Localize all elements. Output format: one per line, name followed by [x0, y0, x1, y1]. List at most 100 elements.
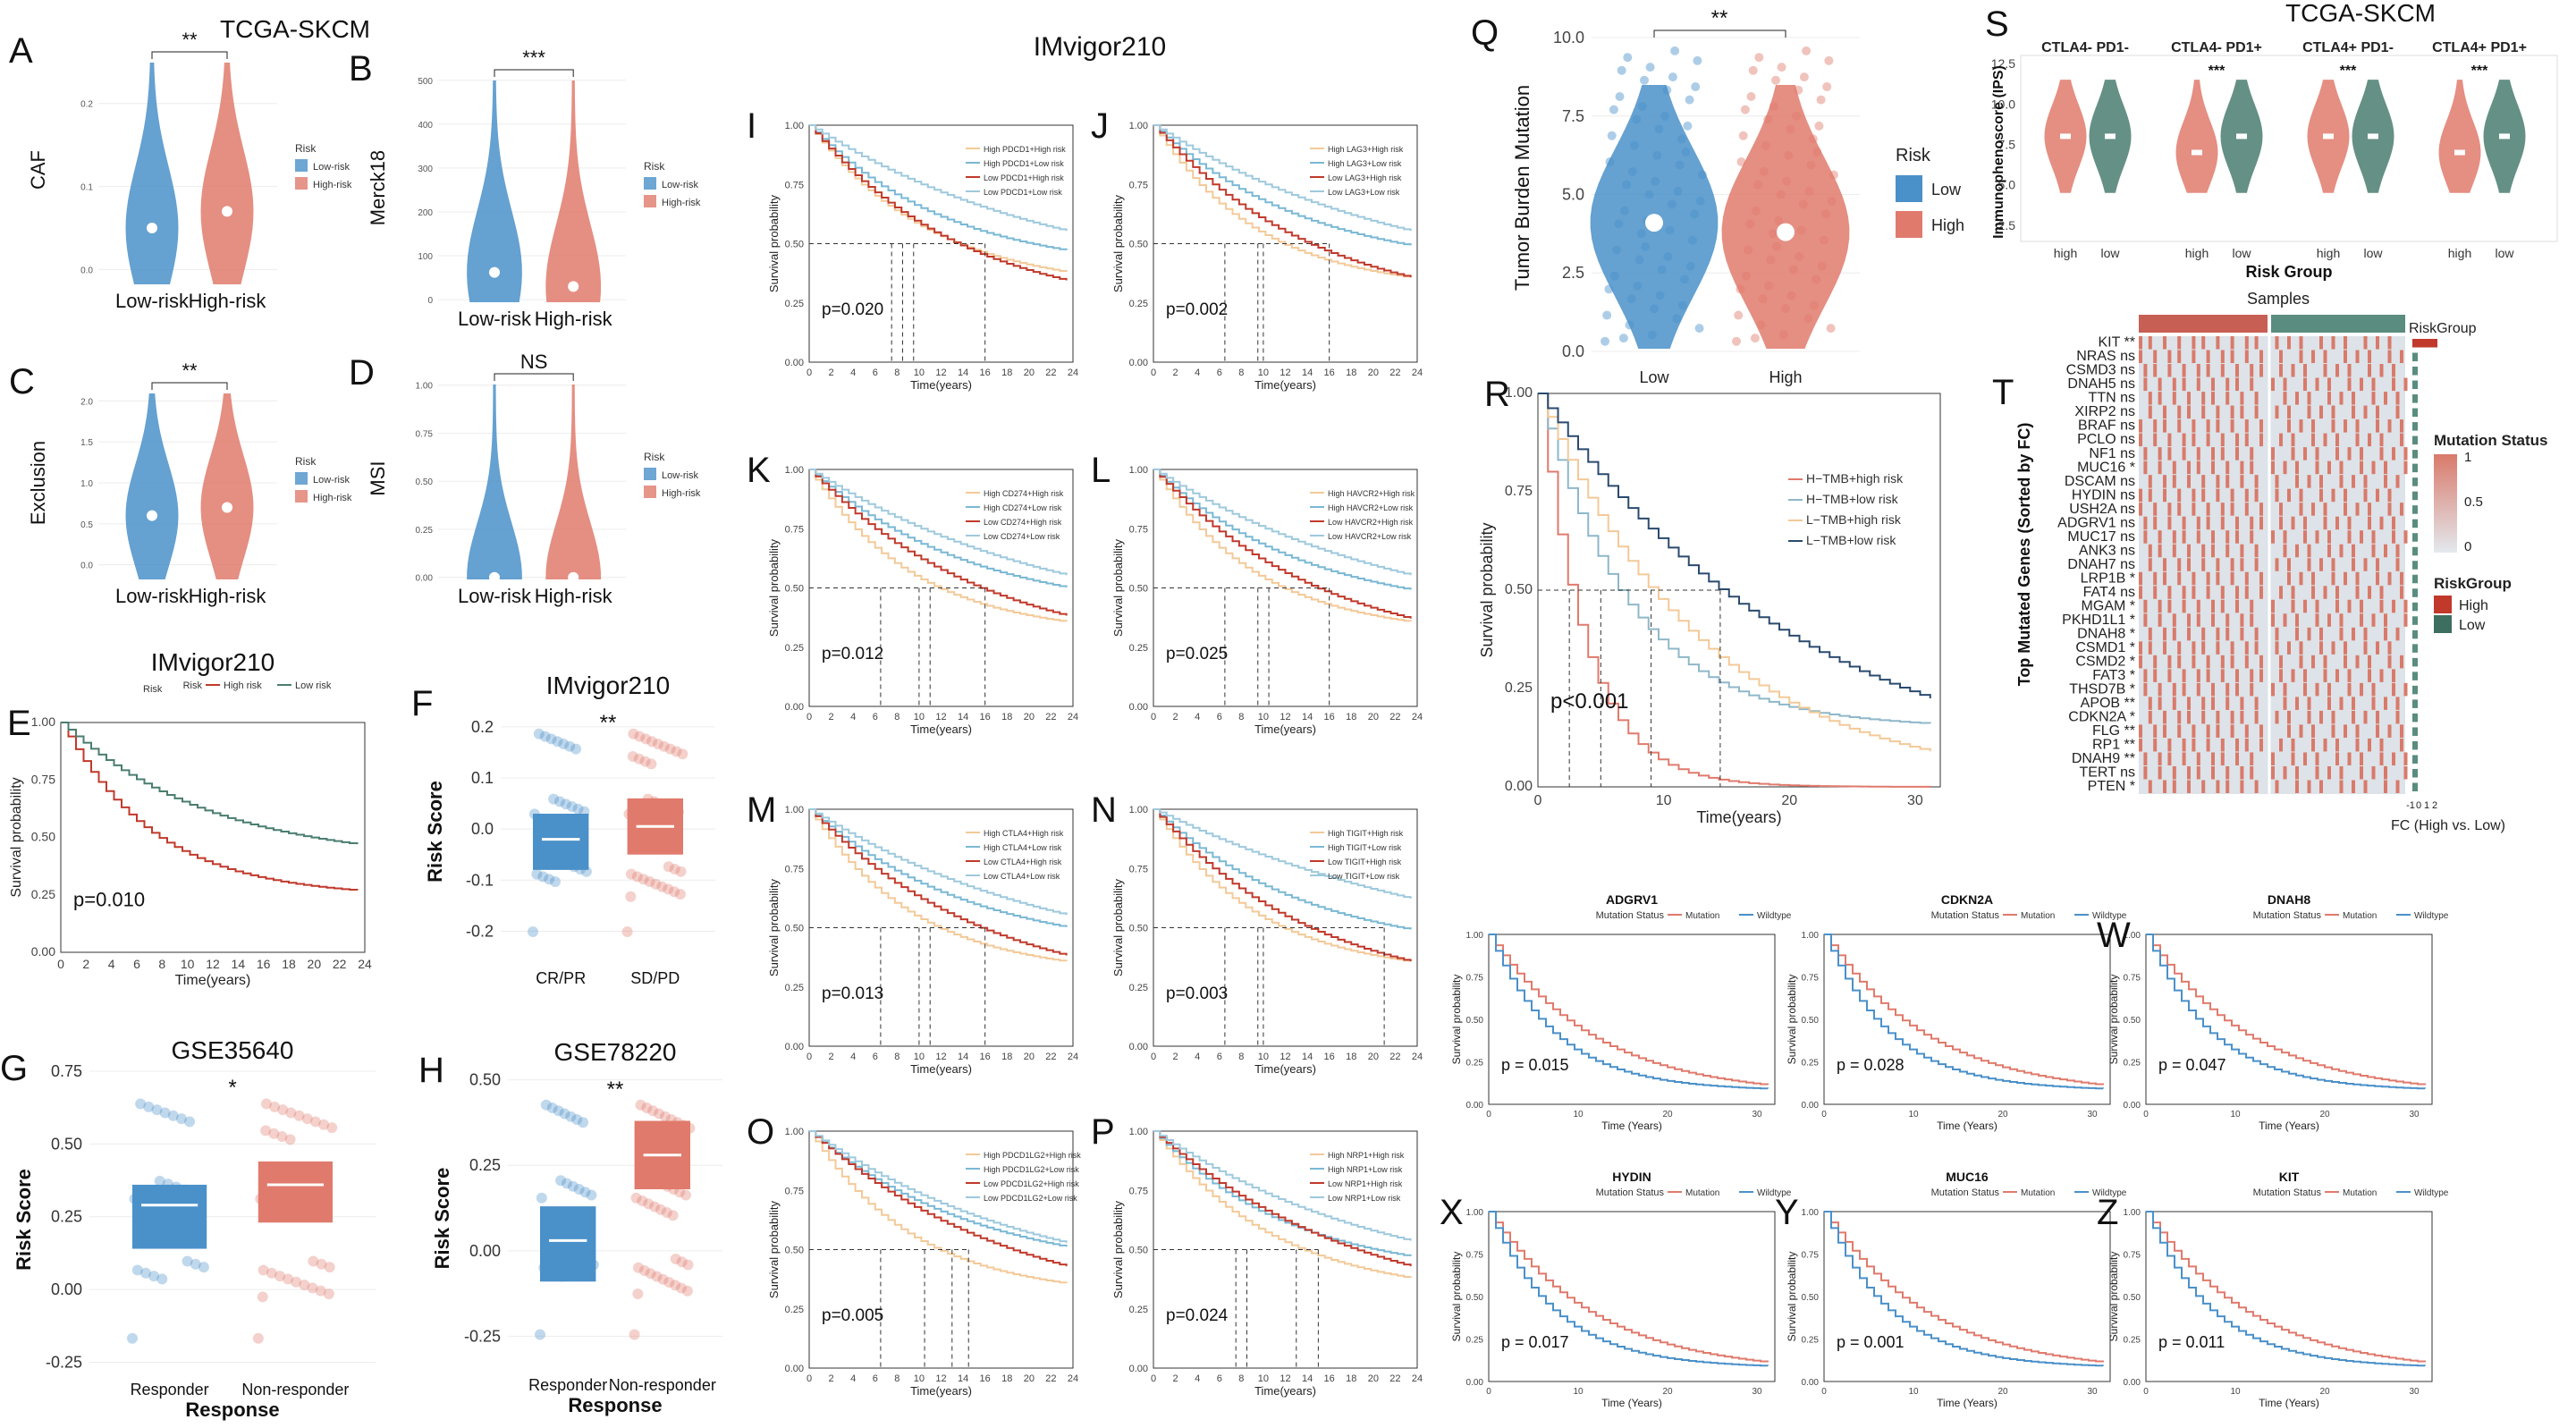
legend-label: Mutation	[2021, 911, 2055, 921]
legend-label: Mutation	[2343, 911, 2377, 921]
panel-letter: E	[7, 704, 31, 743]
x-tick-label: 20	[2319, 1387, 2330, 1397]
mutation-cell	[2347, 377, 2352, 392]
group-label: CTLA4- PD1-	[2041, 40, 2129, 55]
data-point	[558, 739, 570, 749]
y-tick-label: 0.75	[1129, 864, 1148, 875]
mutation-cell	[2230, 419, 2234, 433]
plot-frame	[1823, 934, 2111, 1105]
legend-label: Low PDCD1+High risk	[984, 173, 1064, 182]
data-point	[533, 728, 545, 739]
x-tick-label: 4	[1195, 1373, 1200, 1384]
mutation-cell	[2182, 433, 2186, 447]
data-point	[674, 889, 686, 900]
mutation-cell	[2244, 336, 2249, 350]
y-tick-label: 0.75	[416, 429, 434, 439]
y-tick-label: 1.00	[785, 805, 804, 815]
x-tick-label: 14	[232, 957, 246, 971]
data-point	[552, 736, 563, 748]
mutation-cell	[2163, 405, 2166, 419]
x-tick-label: 18	[1001, 368, 1012, 378]
km-curve-1	[1153, 124, 1412, 246]
mutation-cell	[2371, 377, 2376, 392]
y-tick-label: 0.00	[51, 1280, 82, 1298]
data-point	[277, 1104, 289, 1116]
mutation-cell	[2327, 530, 2331, 544]
x-tick-label: Non-responder	[241, 1381, 349, 1398]
mutation-cell	[2315, 447, 2319, 461]
mutation-cell	[2220, 599, 2225, 613]
km-curve-1	[1153, 808, 1412, 930]
mutation-cell	[2187, 475, 2191, 488]
x-tick-label: 16	[1324, 1373, 1335, 1384]
mutation-cell	[2163, 558, 2166, 571]
y-axis-label: Merck18	[367, 150, 389, 225]
gene-label: NRAS ns	[2076, 349, 2135, 364]
y-tick-label: 0.00	[2124, 1101, 2141, 1111]
data-point	[315, 1285, 326, 1297]
mutation-cell	[2283, 682, 2287, 697]
x-tick-label: 14	[958, 368, 968, 378]
mutation-cell	[2323, 669, 2327, 682]
data-point	[260, 1125, 272, 1136]
x-tick-label: 10	[914, 1373, 925, 1384]
km-curve-0	[1824, 934, 2104, 1086]
mutation-cell	[2143, 364, 2148, 377]
panel-S: 2.5 5.0 7.5 10.0 12.5 CTLA4- PD1- high low CTLA4…	[1985, 4, 2558, 281]
legend-title: RiskGroup	[2434, 575, 2512, 592]
mutation-cell	[2230, 655, 2234, 669]
data-point	[630, 1192, 642, 1204]
y-tick-label: 5.0	[1998, 178, 2016, 192]
mutation-cell	[2379, 364, 2384, 377]
fc-tick-label: -1	[2406, 800, 2415, 811]
mutation-cell	[2259, 350, 2263, 364]
y-tick-label: 0.75	[1129, 524, 1148, 535]
mutation-colorbar	[2434, 454, 2457, 553]
mutation-cell	[2240, 697, 2244, 710]
mutation-cell	[2379, 669, 2384, 682]
mutation-cell	[2299, 641, 2303, 655]
mutation-cell	[2240, 475, 2244, 488]
x-tick-label: 22	[1389, 712, 1400, 722]
median-point	[147, 510, 157, 521]
mutation-cell	[2148, 475, 2152, 488]
km-curve-1	[2146, 1211, 2426, 1367]
y-tick-label: 400	[418, 121, 433, 131]
y-tick-label: 0.75	[2124, 974, 2141, 984]
mutation-cell	[2387, 641, 2392, 655]
x-tick-label: 14	[1302, 712, 1313, 722]
data-point	[299, 1280, 310, 1291]
y-tick-label: 1.00	[416, 382, 434, 392]
mutation-cell	[2196, 447, 2200, 461]
y-tick-label: 0.75	[785, 180, 804, 190]
mutation-cell	[2187, 558, 2191, 571]
p-value: p=0.013	[822, 984, 883, 1003]
mutation-cell	[2196, 461, 2200, 475]
y-tick-label: 0.50	[1129, 924, 1148, 934]
mutation-cell	[2235, 447, 2239, 461]
mutation-cell	[2363, 336, 2368, 350]
data-point	[644, 876, 655, 887]
panel-title: HYDIN	[1612, 1170, 1651, 1184]
mutation-cell	[2275, 488, 2279, 503]
legend-label: Low-risk	[313, 475, 350, 486]
mutation-cell	[2177, 558, 2182, 571]
panel-letter: F	[411, 684, 433, 723]
mutation-cell	[2275, 780, 2279, 793]
fc-tick-label: 1	[2424, 800, 2429, 811]
mutation-cell	[2360, 530, 2363, 544]
median-mark	[2499, 133, 2510, 139]
gene-label: ADGRV1 ns	[2057, 515, 2135, 530]
y-tick-label: 0.75	[1129, 180, 1148, 190]
plot-frame	[1488, 934, 1776, 1105]
median-point	[222, 206, 232, 217]
fc-bar	[2412, 782, 2418, 791]
data-point	[539, 731, 551, 742]
mutation-cell	[2143, 461, 2148, 475]
y-tick-label: 0.00	[1505, 779, 1533, 794]
mutation-cell	[2225, 627, 2230, 641]
fc-bar	[2412, 561, 2418, 570]
mutation-cell	[2295, 697, 2299, 710]
data-point	[578, 1117, 589, 1128]
mutation-cell	[2315, 599, 2319, 613]
